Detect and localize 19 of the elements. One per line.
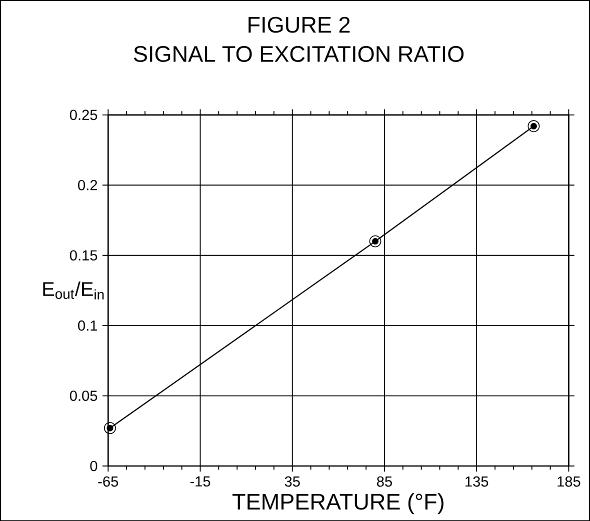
point	[104, 422, 116, 434]
y-tick-label: 0.2	[78, 180, 98, 190]
point	[528, 120, 540, 132]
chart-title: FIGURE 2	[248, 16, 350, 33]
x-tick-label: 135	[466, 476, 488, 487]
x-axis-title: TEMPERATURE (°F)	[232, 493, 444, 514]
x-tick-label: -15	[190, 476, 210, 486]
y-tick-label: 0	[90, 460, 98, 472]
chart-subtitle: SIGNAL TO EXCITATION RATIO	[134, 46, 464, 62]
x-tick-label: 185	[558, 476, 580, 487]
y-tick-label: 0.1	[78, 320, 98, 331]
point	[369, 235, 382, 248]
y-axis-title: E$_{out}$/E$_{in}$	[43, 281, 104, 300]
y-tick-label: 0.25	[70, 110, 98, 120]
y-tick-label: 0.15	[70, 250, 98, 260]
x-tick-label: 85	[376, 476, 392, 487]
y-tick-label: 0.05	[70, 390, 98, 401]
x-tick-label: 35	[284, 476, 300, 487]
x-tick-label: -65	[98, 476, 118, 487]
